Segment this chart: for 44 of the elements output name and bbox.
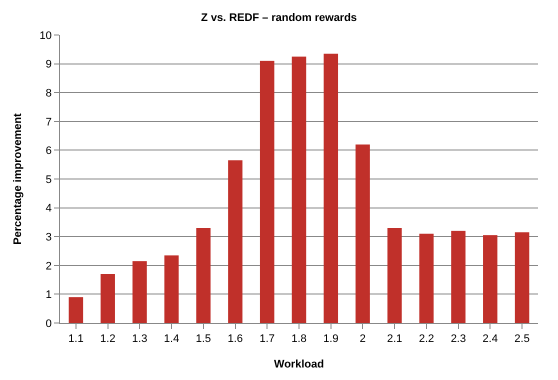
x-tick-label: 1.4 bbox=[164, 333, 180, 346]
x-axis-title: Workload bbox=[274, 358, 324, 370]
x-tick-label: 2.1 bbox=[386, 333, 402, 346]
x-tick-label: 2.3 bbox=[450, 333, 466, 346]
x-tick-label: 1.7 bbox=[259, 333, 275, 346]
x-tick-label: 2.5 bbox=[514, 333, 530, 346]
x-tick-label: 2.4 bbox=[482, 333, 498, 346]
y-tick-label: 3 bbox=[46, 231, 52, 244]
bar bbox=[356, 144, 370, 323]
bar bbox=[324, 54, 338, 323]
x-tick-label: 1.6 bbox=[228, 333, 243, 346]
bar bbox=[483, 235, 498, 323]
bar bbox=[196, 228, 211, 323]
x-tick-label: 2 bbox=[360, 333, 366, 346]
x-tick-label: 1.1 bbox=[68, 333, 84, 346]
x-tick-label: 1.2 bbox=[100, 333, 116, 346]
bar bbox=[228, 160, 242, 323]
y-tick-label: 8 bbox=[46, 87, 52, 100]
bar bbox=[514, 232, 530, 323]
y-tick-label: 4 bbox=[46, 202, 52, 215]
x-tick-label: 1.8 bbox=[291, 333, 307, 346]
x-tick-label: 1.5 bbox=[196, 333, 212, 346]
chart-title: Z vs. REDF – random rewards bbox=[201, 12, 357, 24]
bar bbox=[292, 56, 306, 323]
bar bbox=[419, 234, 434, 323]
bar bbox=[260, 60, 274, 323]
bar bbox=[164, 255, 179, 323]
bar bbox=[132, 261, 147, 323]
y-tick-label: 1 bbox=[46, 289, 52, 302]
bar bbox=[68, 297, 84, 323]
bar bbox=[451, 230, 466, 323]
y-tick-label: 6 bbox=[46, 145, 52, 158]
x-tick-label: 1.9 bbox=[323, 333, 339, 346]
bar bbox=[387, 228, 402, 323]
x-tick-label: 2.2 bbox=[418, 333, 434, 346]
x-tick-label: 1.3 bbox=[132, 333, 148, 346]
y-tick-label: 0 bbox=[46, 318, 52, 330]
y-axis-title: Percentage improvement bbox=[12, 112, 24, 245]
y-tick-label: 9 bbox=[46, 58, 52, 71]
y-tick-label: 10 bbox=[40, 30, 52, 42]
y-tick-label: 5 bbox=[46, 174, 52, 186]
y-tick-label: 2 bbox=[46, 260, 52, 272]
bar bbox=[100, 274, 115, 323]
y-tick-label: 7 bbox=[46, 116, 52, 128]
